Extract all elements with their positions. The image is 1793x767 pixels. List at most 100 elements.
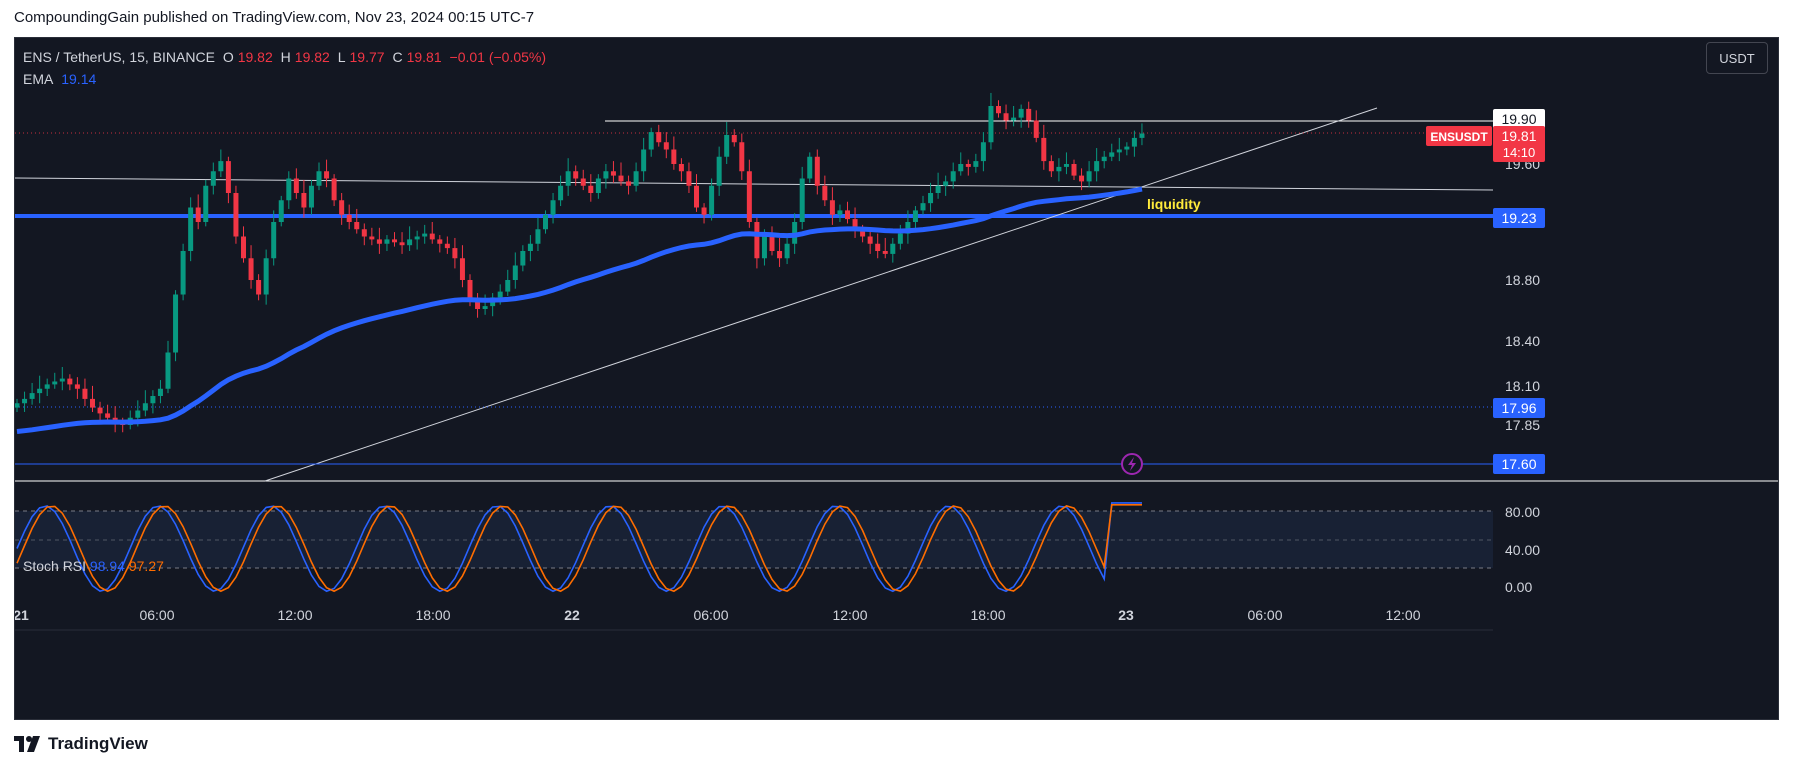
candle-body bbox=[1033, 120, 1039, 138]
candle-body bbox=[897, 233, 903, 244]
candle-body bbox=[233, 193, 239, 237]
time-axis[interactable]: 21 06:00 12:00 18:00 22 06:00 12:00 18:0… bbox=[15, 607, 1421, 623]
low-value: 19.77 bbox=[349, 49, 385, 65]
candle-body bbox=[814, 156, 820, 186]
candle-body bbox=[1026, 108, 1032, 121]
candle-body bbox=[543, 214, 548, 230]
candle-body bbox=[459, 258, 465, 280]
publish-header-text: CompoundingGain published on TradingView… bbox=[14, 9, 535, 26]
resistance-badge: 19.90 bbox=[1493, 109, 1545, 129]
candle-body bbox=[90, 398, 95, 408]
candle-body bbox=[369, 236, 375, 240]
time-tick: 06:00 bbox=[1247, 607, 1282, 623]
candle-body bbox=[452, 248, 458, 259]
close-label: C bbox=[392, 49, 403, 65]
trendline[interactable] bbox=[264, 107, 1378, 482]
candle-body bbox=[686, 171, 692, 186]
time-tick: 12:00 bbox=[832, 607, 867, 623]
candle-body bbox=[1071, 164, 1077, 176]
price-tick: 17.85 bbox=[1505, 417, 1540, 433]
candle-body bbox=[845, 210, 850, 220]
candle-body bbox=[407, 239, 413, 246]
candle-body bbox=[1131, 137, 1137, 147]
symbol-label[interactable]: ENS / TetherUS, 15, BINANCE bbox=[23, 49, 215, 65]
candle-body bbox=[301, 193, 307, 208]
time-tick: 22 bbox=[564, 607, 580, 623]
tradingview-logo-icon bbox=[14, 736, 40, 752]
candle-body bbox=[905, 222, 911, 234]
stoch-label[interactable]: Stoch RSI bbox=[23, 558, 87, 574]
candle-body bbox=[943, 181, 949, 186]
candle-body bbox=[248, 258, 254, 280]
candle-body bbox=[44, 384, 50, 389]
candle-body bbox=[535, 229, 541, 244]
candle-body bbox=[950, 171, 956, 182]
candle-body bbox=[724, 135, 730, 157]
footer-brand[interactable]: TradingView bbox=[14, 730, 148, 758]
candle-body bbox=[610, 171, 616, 176]
candle-body bbox=[920, 203, 926, 211]
candle-body bbox=[361, 229, 367, 237]
candle-body bbox=[1018, 108, 1024, 118]
candle-body bbox=[1048, 161, 1054, 172]
candle-body bbox=[928, 193, 934, 204]
footer-brand-text: TradingView bbox=[48, 734, 148, 753]
price-tick: 18.80 bbox=[1505, 272, 1540, 288]
time-tick: 12:00 bbox=[277, 607, 312, 623]
candle-body bbox=[444, 243, 450, 249]
candle-body bbox=[980, 142, 986, 162]
svg-text:ENSUSDT: ENSUSDT bbox=[1430, 130, 1488, 144]
candle-body bbox=[392, 239, 397, 243]
candle-body bbox=[633, 171, 639, 186]
price-tick: 18.10 bbox=[1505, 378, 1540, 394]
candle-body bbox=[973, 161, 979, 167]
candle-body bbox=[641, 149, 647, 172]
candle-body bbox=[37, 388, 43, 394]
candle-body bbox=[701, 207, 707, 215]
time-tick: 12:00 bbox=[1385, 607, 1420, 623]
candle-body bbox=[414, 236, 420, 240]
candle-body bbox=[376, 239, 382, 244]
candle-body bbox=[15, 403, 20, 408]
candle-body bbox=[784, 243, 790, 259]
price-tick: 18.40 bbox=[1505, 333, 1540, 349]
candle-body bbox=[520, 251, 526, 266]
range-line[interactable] bbox=[15, 177, 1494, 191]
change-value: −0.01 (−0.05%) bbox=[449, 49, 547, 65]
candle-body bbox=[648, 132, 654, 150]
candle-body bbox=[256, 280, 262, 295]
time-tick: 18:00 bbox=[970, 607, 1005, 623]
ema-line bbox=[16, 186, 1143, 434]
lightning-icon[interactable] bbox=[1121, 453, 1143, 475]
candle-body bbox=[1011, 117, 1017, 121]
candle-body bbox=[1094, 161, 1100, 172]
candle-body bbox=[142, 403, 148, 411]
price-axis[interactable]: 19.60 18.80 18.40 18.10 17.85 80.00 40.0… bbox=[1505, 156, 1540, 595]
candle-body bbox=[558, 185, 564, 201]
candle-body bbox=[618, 175, 624, 182]
currency-button[interactable]: USDT bbox=[1706, 42, 1768, 74]
stoch-tick: 80.00 bbox=[1505, 504, 1540, 520]
ema-row: EMA 19.14 bbox=[23, 68, 550, 90]
candle-body bbox=[225, 161, 231, 193]
candle-body bbox=[678, 164, 684, 172]
candle-body bbox=[67, 378, 73, 385]
ema-label[interactable]: EMA bbox=[23, 71, 54, 87]
candle-body bbox=[965, 164, 971, 167]
candle-body bbox=[1116, 149, 1122, 153]
candle-body bbox=[157, 388, 163, 396]
candle-body bbox=[286, 178, 292, 201]
time-tick: 06:00 bbox=[139, 607, 174, 623]
chart-pane[interactable]: liquidity 19.60 18.80 18.40 18.10 17.85 … bbox=[14, 37, 1779, 720]
candle-body bbox=[1086, 171, 1092, 182]
candle-body bbox=[565, 171, 571, 186]
candle-body bbox=[837, 210, 843, 215]
price-chart[interactable]: liquidity 19.60 18.80 18.40 18.10 17.85 … bbox=[15, 38, 1779, 720]
stoch-legend: Stoch RSI 98.94 97.27 bbox=[23, 558, 164, 574]
candle-body bbox=[105, 413, 111, 418]
time-tick: 18:00 bbox=[415, 607, 450, 623]
candle-body bbox=[761, 236, 767, 259]
last-price-badge: 19.81 14:10 bbox=[1493, 126, 1545, 162]
candle-body bbox=[777, 251, 783, 259]
liquidity-label: liquidity bbox=[1147, 196, 1201, 212]
